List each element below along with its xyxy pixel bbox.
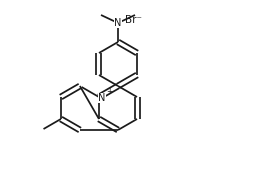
Text: N: N [98,93,106,103]
Text: N: N [114,18,122,28]
Text: +: + [106,88,112,96]
Text: Br⁻: Br⁻ [124,15,142,25]
